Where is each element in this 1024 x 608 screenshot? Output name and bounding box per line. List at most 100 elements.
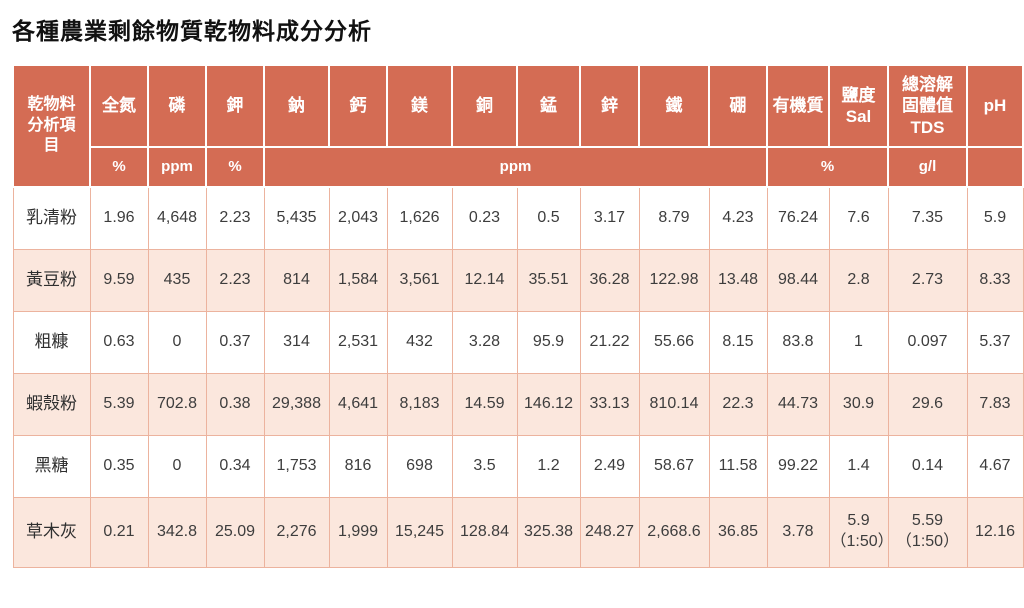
col-header-iron: 鐵: [638, 64, 710, 148]
table-row-brown-sugar: 黑糖 0.35 0 0.34 1,753 816 698 3.5 1.2 2.4…: [12, 434, 1024, 498]
cell: 36.28: [579, 248, 640, 312]
cell: 3,561: [386, 248, 453, 312]
col-header-manganese: 錳: [516, 64, 581, 148]
cell: 4.23: [708, 186, 768, 250]
cell: 3.17: [579, 186, 640, 250]
col-header-organic-matter: 有機質: [766, 64, 830, 148]
cell: 0: [147, 434, 207, 498]
cell: 8.79: [638, 186, 710, 250]
cell: 0.38: [205, 372, 265, 436]
unit-cell-percent-3: %: [766, 146, 889, 188]
cell: 0.21: [89, 496, 149, 568]
cell: 0.5: [516, 186, 581, 250]
cell: 25.09: [205, 496, 265, 568]
col-header-magnesium: 鎂: [386, 64, 453, 148]
cell: 5.39: [89, 372, 149, 436]
row-label: 蝦殼粉: [12, 372, 91, 436]
cell: 98.44: [766, 248, 830, 312]
cell: 5,435: [263, 186, 330, 250]
col-header-calcium: 鈣: [328, 64, 388, 148]
cell: 4,648: [147, 186, 207, 250]
table-row-whey-powder: 乳清粉 1.96 4,648 2.23 5,435 2,043 1,626 0.…: [12, 186, 1024, 250]
col-header-ph: pH: [966, 64, 1024, 148]
cell: 2.73: [887, 248, 968, 312]
col-header-sodium: 鈉: [263, 64, 330, 148]
page-title: 各種農業剩餘物質乾物料成分分析: [12, 18, 372, 44]
cell: 0.34: [205, 434, 265, 498]
cell: 55.66: [638, 310, 710, 374]
cell: 44.73: [766, 372, 830, 436]
cell: 342.8: [147, 496, 207, 568]
cell: 2.23: [205, 248, 265, 312]
cell: 314: [263, 310, 330, 374]
cell: 1,584: [328, 248, 388, 312]
cell: 698: [386, 434, 453, 498]
cell: 12.16: [966, 496, 1024, 568]
cell: 814: [263, 248, 330, 312]
cell: 4,641: [328, 372, 388, 436]
cell: 30.9: [828, 372, 889, 436]
cell: 432: [386, 310, 453, 374]
unit-cell-empty: [966, 146, 1024, 188]
cell: 5.37: [966, 310, 1024, 374]
cell: 36.85: [708, 496, 768, 568]
cell: 0.37: [205, 310, 265, 374]
cell: 4.67: [966, 434, 1024, 498]
cell: 2.8: [828, 248, 889, 312]
cell: 0.63: [89, 310, 149, 374]
cell: 3.28: [451, 310, 518, 374]
col-header-material: 乾物料 分析項 目: [12, 64, 91, 188]
cell: 12.14: [451, 248, 518, 312]
cell: 99.22: [766, 434, 830, 498]
unit-cell-ppm-1: ppm: [147, 146, 207, 188]
cell: 15,245: [386, 496, 453, 568]
cell: 8.33: [966, 248, 1024, 312]
col-header-boron: 硼: [708, 64, 768, 148]
table-row-rice-husk: 粗糠 0.63 0 0.37 314 2,531 432 3.28 95.9 2…: [12, 310, 1024, 374]
cell: 29,388: [263, 372, 330, 436]
cell: 11.58: [708, 434, 768, 498]
cell: 8,183: [386, 372, 453, 436]
cell: 76.24: [766, 186, 830, 250]
cell: 8.15: [708, 310, 768, 374]
col-header-phosphorus: 磷: [147, 64, 207, 148]
cell: 22.3: [708, 372, 768, 436]
unit-cell-percent-2: %: [205, 146, 265, 188]
unit-row: % ppm % ppm % g/l: [13, 146, 1024, 188]
cell: 29.6: [887, 372, 968, 436]
cell: 5.59 （1:50）: [887, 496, 968, 568]
cell: 7.83: [966, 372, 1024, 436]
col-header-zinc: 鋅: [579, 64, 640, 148]
cell: 1: [828, 310, 889, 374]
row-label: 粗糠: [12, 310, 91, 374]
unit-cell-ppm-2: ppm: [263, 146, 768, 188]
cell: 2,531: [328, 310, 388, 374]
table-row-soybean-powder: 黃豆粉 9.59 435 2.23 814 1,584 3,561 12.14 …: [12, 248, 1024, 312]
cell: 0.097: [887, 310, 968, 374]
cell: 128.84: [451, 496, 518, 568]
cell: 325.38: [516, 496, 581, 568]
table-row-plant-ash: 草木灰 0.21 342.8 25.09 2,276 1,999 15,245 …: [12, 496, 1024, 568]
cell: 1.4: [828, 434, 889, 498]
col-header-salinity: 鹽度 Sal: [828, 64, 889, 148]
col-header-potassium: 鉀: [205, 64, 265, 148]
cell: 5.9: [966, 186, 1024, 250]
cell: 0.23: [451, 186, 518, 250]
cell: 35.51: [516, 248, 581, 312]
cell: 2,668.6: [638, 496, 710, 568]
row-label: 乳清粉: [12, 186, 91, 250]
row-label: 黑糖: [12, 434, 91, 498]
composition-table: 乾物料 分析項 目 全氮 磷 鉀 鈉 鈣 鎂 銅 錳 鋅 鐵 硼 有機質 鹽度 …: [12, 64, 1024, 568]
cell: 3.5: [451, 434, 518, 498]
cell: 0: [147, 310, 207, 374]
cell: 13.48: [708, 248, 768, 312]
col-header-total-nitrogen: 全氮: [89, 64, 149, 148]
cell: 2,043: [328, 186, 388, 250]
cell: 435: [147, 248, 207, 312]
cell: 122.98: [638, 248, 710, 312]
row-label: 黃豆粉: [12, 248, 91, 312]
col-header-tds: 總溶解 固體值 TDS: [887, 64, 968, 148]
cell: 7.6: [828, 186, 889, 250]
cell: 702.8: [147, 372, 207, 436]
cell: 7.35: [887, 186, 968, 250]
